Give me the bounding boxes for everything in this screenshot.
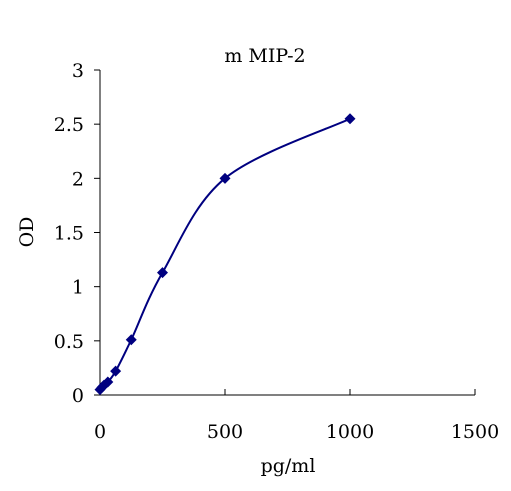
x-ticks: 0 500 1000 1500 — [94, 389, 499, 443]
data-point-marker — [157, 267, 168, 279]
y-ticks: 0 0.5 1 1.5 2 2.5 3 — [54, 60, 100, 407]
y-axis-label: OD — [16, 217, 38, 248]
y-tick-label: 3 — [72, 60, 84, 82]
x-tick-label: 1000 — [326, 421, 374, 443]
data-point-marker — [125, 334, 137, 346]
axes — [99, 70, 475, 396]
x-axis-label: pg/ml — [261, 455, 316, 477]
y-tick-label: 1 — [72, 277, 84, 299]
x-tick-label: 1500 — [451, 421, 499, 443]
y-tick-label: 0 — [72, 385, 84, 407]
series-line — [99, 117, 351, 391]
y-tick-label: 2.5 — [54, 114, 84, 136]
y-tick-label: 0.5 — [54, 331, 84, 353]
y-tick-label: 1.5 — [54, 223, 84, 245]
x-tick-label: 0 — [94, 421, 106, 443]
y-tick-label: 2 — [72, 168, 84, 190]
data-point-marker — [110, 365, 122, 377]
data-point-marker — [344, 113, 356, 125]
chart-title: m MIP-2 — [224, 45, 305, 67]
data-point-marker — [219, 172, 231, 184]
data-point-marker — [102, 376, 114, 388]
data-markers — [94, 113, 356, 396]
x-tick-label: 500 — [207, 421, 243, 443]
